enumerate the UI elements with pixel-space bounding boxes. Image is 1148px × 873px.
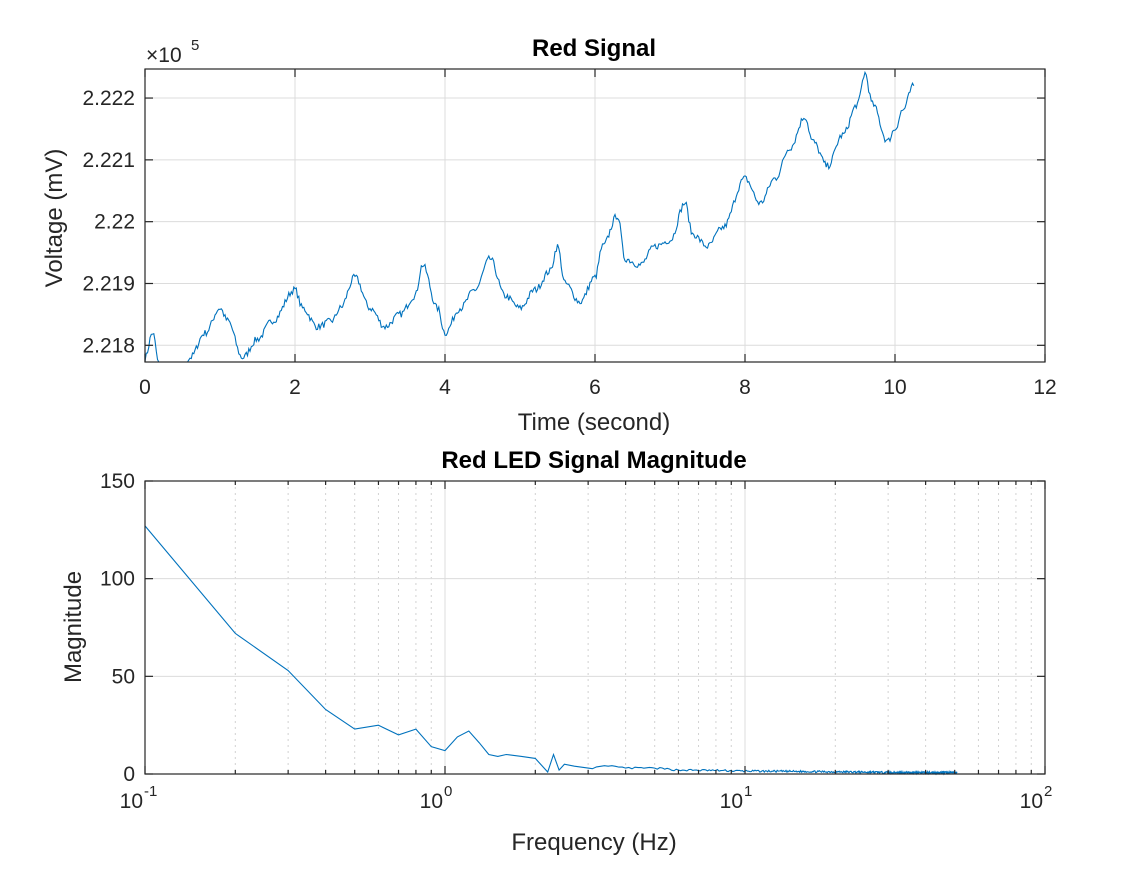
signal-y-tick-label: 2.22 [94,211,135,234]
magnitude-y-tick-label: 150 [100,470,135,493]
signal-y-tick-label: 2.222 [82,87,135,110]
signal-y-tick-label: 2.219 [82,272,135,295]
signal-x-label: Time (second) [518,409,670,436]
magnitude-y-label: Magnitude [60,571,87,683]
signal-y-label: Voltage (mV) [41,149,68,288]
signal-grid [144,69,1046,362]
magnitude-x-tick-base: 10 [120,790,143,813]
magnitude-plot-background [145,481,1045,774]
y-exponent-power: 5 [191,37,199,54]
magnitude-x-tick-exponent: 1 [744,783,752,800]
magnitude-x-tick-exponent: -1 [144,783,157,800]
magnitude-x-tick-exponent: 0 [444,783,452,800]
signal-y-tick-label: 2.221 [82,149,135,172]
signal-x-tick-label: 12 [1033,376,1056,399]
signal-title: Red Signal [532,35,656,62]
magnitude-x-tick-exponent: 2 [1044,783,1052,800]
magnitude-x-tick-base: 10 [720,790,743,813]
magnitude-title: Red LED Signal Magnitude [441,447,746,474]
magnitude-y-tick-label: 0 [123,763,135,786]
y-exponent-base: ×10 [146,44,182,67]
signal-plot: 0 2 4 6 8 10 12 2.218 2.219 2.22 2.221 2.222 Red Si… [41,35,1057,436]
signal-y-tick-label: 2.218 [82,334,135,357]
magnitude-y-tick-label: 100 [100,568,135,591]
signal-x-tick-label: 6 [589,376,601,399]
signal-x-tick-label: 2 [289,376,301,399]
magnitude-x-tick-base: 10 [420,790,443,813]
signal-x-tick-label: 4 [439,376,451,399]
magnitude-x-tick-base: 10 [1020,790,1043,813]
signal-x-tick-label: 0 [139,376,151,399]
signal-x-tick-label: 8 [739,376,751,399]
signal-line [144,70,915,363]
magnitude-y-tick-label: 50 [112,665,135,688]
magnitude-line [144,525,958,776]
magnitude-x-label: Frequency (Hz) [511,829,676,856]
signal-ticks: 0 2 4 6 8 10 12 2.218 2.219 2.22 2.221 2.222 [82,69,1057,399]
y-exponent-label: ×10 5 [146,37,199,67]
signal-x-tick-label: 10 [883,376,906,399]
magnitude-plot-frame [144,480,1046,775]
